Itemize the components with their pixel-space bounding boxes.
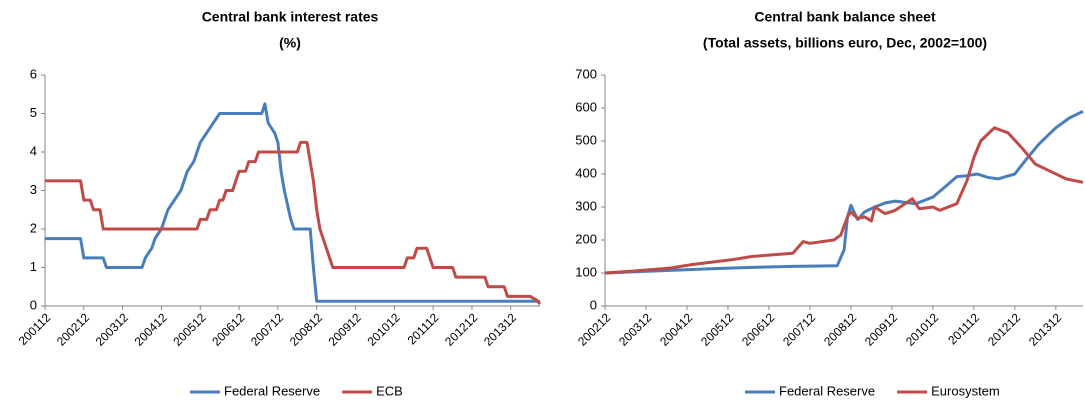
x-tick-label: 200512 [698, 310, 736, 348]
x-tick-label: 200212 [54, 310, 92, 348]
y-tick-label: 0 [590, 297, 597, 312]
x-tick-label: 200512 [170, 310, 208, 348]
x-tick-label: 201212 [985, 310, 1023, 348]
y-tick-label: 1 [30, 259, 37, 274]
y-tick-label: 300 [575, 198, 597, 213]
y-tick-label: 700 [575, 66, 597, 81]
y-tick-label: 0 [30, 297, 37, 312]
x-tick-label: 200312 [93, 310, 131, 348]
x-tick-label: 200712 [780, 310, 818, 348]
y-tick-label: 200 [575, 231, 597, 246]
y-tick-label: 600 [575, 99, 597, 114]
x-tick-label: 200212 [575, 310, 613, 348]
legend-label: Federal Reserve [779, 383, 875, 398]
x-tick-label: 200712 [248, 310, 286, 348]
x-tick-label: 200912 [326, 310, 364, 348]
y-tick-label: 2 [30, 220, 37, 235]
chart-title: (Total assets, billions euro, Dec, 2002=… [703, 35, 987, 51]
series-line [604, 109, 1084, 275]
y-tick-label: 5 [30, 105, 37, 120]
x-tick-label: 200812 [287, 310, 325, 348]
x-tick-label: 201112 [405, 310, 442, 347]
y-tick-label: 3 [30, 182, 37, 197]
x-tick-label: 201012 [364, 310, 402, 348]
chart-title: Central bank balance sheet [754, 9, 936, 25]
series-line [45, 140, 542, 306]
y-tick-label: 100 [575, 264, 597, 279]
legend-label: Eurosystem [931, 383, 1000, 398]
x-tick-label: 201212 [442, 310, 480, 348]
x-tick-label: 200112 [16, 310, 54, 348]
x-tick-label: 200312 [616, 310, 654, 348]
x-tick-label: 201112 [945, 310, 982, 347]
x-tick-label: 201012 [903, 310, 941, 348]
series-line [45, 102, 540, 303]
chart-title: Central bank interest rates [202, 9, 379, 25]
legend-label: ECB [376, 383, 403, 398]
x-tick-label: 200812 [821, 310, 859, 348]
chart-title: (%) [279, 35, 301, 51]
y-tick-label: 400 [575, 165, 597, 180]
x-tick-label: 201312 [481, 310, 519, 348]
x-tick-label: 200612 [209, 310, 247, 348]
y-tick-label: 6 [30, 66, 37, 81]
x-tick-label: 201312 [1026, 310, 1064, 348]
x-tick-label: 200912 [862, 310, 900, 348]
legend-label: Federal Reserve [224, 383, 320, 398]
x-tick-label: 200412 [132, 310, 170, 348]
y-tick-label: 500 [575, 132, 597, 147]
y-tick-label: 4 [30, 143, 37, 158]
series-line [604, 126, 1084, 275]
x-tick-label: 200612 [739, 310, 777, 348]
x-tick-label: 200412 [657, 310, 695, 348]
